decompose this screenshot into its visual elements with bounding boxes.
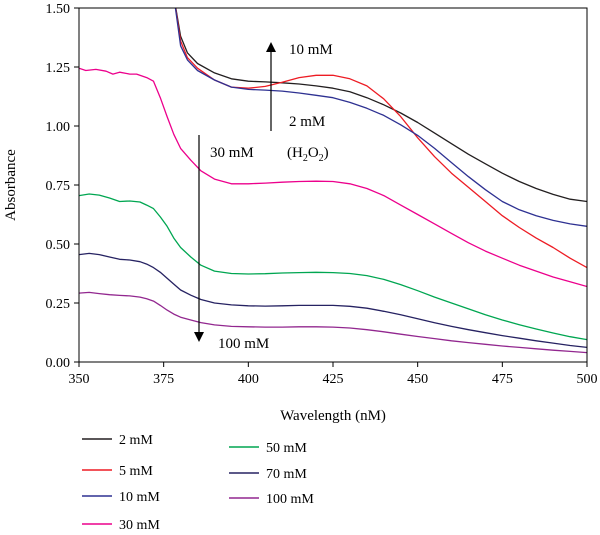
annotation-2mm: 2 mM [289, 114, 325, 130]
y-tick-label: 1.25 [46, 61, 71, 76]
x-tick-label: 350 [69, 372, 90, 387]
h2o2-open: (H [287, 145, 303, 161]
series-line-50-mm [79, 193, 587, 341]
series-line-5-mm [174, 8, 587, 269]
series-line-100-mm [79, 291, 587, 354]
x-axis-title: Wavelength (nM) [280, 408, 386, 424]
annotation-30mm: 30 mM [210, 145, 254, 161]
h2o2-close: ) [324, 145, 329, 161]
legend-label: 5 mM [119, 464, 153, 479]
y-axis-title: Absorbance [3, 149, 19, 221]
legend-label: 30 mM [119, 518, 160, 533]
legend-label: 2 mM [119, 433, 153, 448]
h2o2-sub2: 2 [319, 153, 324, 164]
legend-label: 100 mM [266, 492, 314, 507]
axis-ticks: 350 375 400 425 450 475 500 0.00 0.25 0.50 0.75 1.0… [46, 2, 598, 387]
annotation-100mm: 100 mM [218, 336, 269, 352]
x-tick-label: 475 [492, 372, 513, 387]
x-tick-label: 425 [323, 372, 344, 387]
y-tick-label: 0.00 [46, 356, 71, 371]
x-tick-label: 450 [407, 372, 428, 387]
annotation-h2o2: (H2O2) [287, 145, 329, 164]
legend: 2 mM 5 mM 10 mM 30 mM 50 mM 70 mM 100 mM [82, 433, 314, 533]
series-line-2-mm [175, 8, 587, 203]
legend-label: 70 mM [266, 467, 307, 482]
increase-arrow [266, 42, 276, 131]
h2o2-mid: O [308, 145, 319, 161]
series-lines [79, 8, 587, 354]
h2o2-sub1: 2 [303, 153, 308, 164]
series-line-30-mm [79, 67, 587, 288]
series-line-10-mm [174, 8, 587, 227]
y-tick-label: 1.50 [46, 2, 71, 17]
annotation-10mm: 10 mM [289, 42, 333, 58]
legend-label: 50 mM [266, 441, 307, 456]
y-tick-label: 0.50 [46, 238, 71, 253]
series-line-70-mm [79, 252, 587, 349]
y-tick-label: 0.75 [46, 179, 71, 194]
y-tick-label: 0.25 [46, 297, 71, 312]
x-tick-label: 500 [577, 372, 598, 387]
y-tick-label: 1.00 [46, 120, 71, 135]
decrease-arrow [194, 135, 204, 342]
x-tick-label: 400 [238, 372, 259, 387]
legend-label: 10 mM [119, 490, 160, 505]
plot-frame [78, 7, 588, 363]
x-tick-label: 375 [153, 372, 174, 387]
